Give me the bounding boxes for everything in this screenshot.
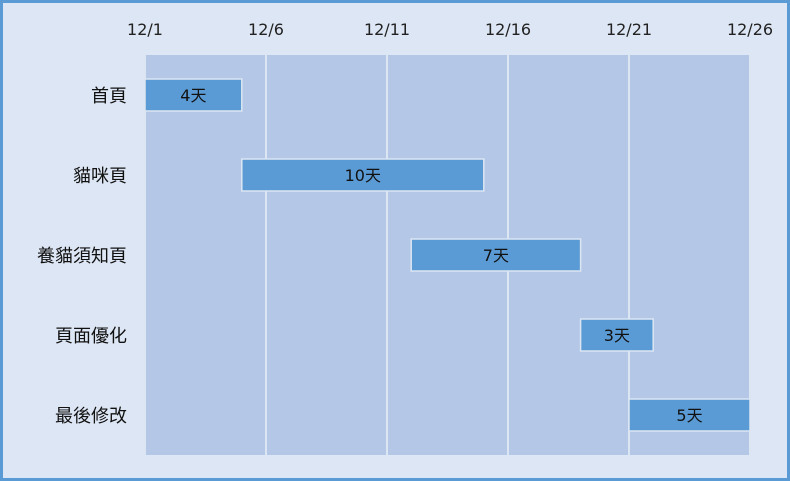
x-tick-label: 12/6 xyxy=(248,20,284,39)
task-bar xyxy=(241,158,485,192)
task-label: 首頁 xyxy=(91,86,127,107)
x-axis-tick-labels: 12/1 12/6 12/11 12/16 12/21 12/26 xyxy=(127,20,773,39)
x-tick-label: 12/11 xyxy=(364,20,410,39)
gridlines xyxy=(144,55,751,455)
x-tick-label: 12/16 xyxy=(485,20,531,39)
bar-data-label: 5天 xyxy=(676,406,702,425)
task-bar xyxy=(628,398,751,432)
x-tick-label: 12/21 xyxy=(606,20,652,39)
x-tick-label: 12/1 xyxy=(127,20,163,39)
task-label: 最後修改 xyxy=(55,406,127,427)
task-label: 頁面優化 xyxy=(55,326,127,347)
bar-data-label: 4天 xyxy=(180,86,206,105)
task-bar xyxy=(144,78,243,112)
task-bar xyxy=(579,318,654,352)
x-tick-label: 12/26 xyxy=(727,20,773,39)
task-label: 養貓須知頁 xyxy=(37,246,127,267)
task-bars: 4天 10天 7天 3天 5天 xyxy=(144,78,751,432)
task-bar xyxy=(410,238,582,272)
bar-data-label: 7天 xyxy=(483,246,509,265)
bar-data-label: 3天 xyxy=(604,326,630,345)
bar-data-label: 10天 xyxy=(345,166,381,185)
task-label: 貓咪頁 xyxy=(73,166,127,187)
